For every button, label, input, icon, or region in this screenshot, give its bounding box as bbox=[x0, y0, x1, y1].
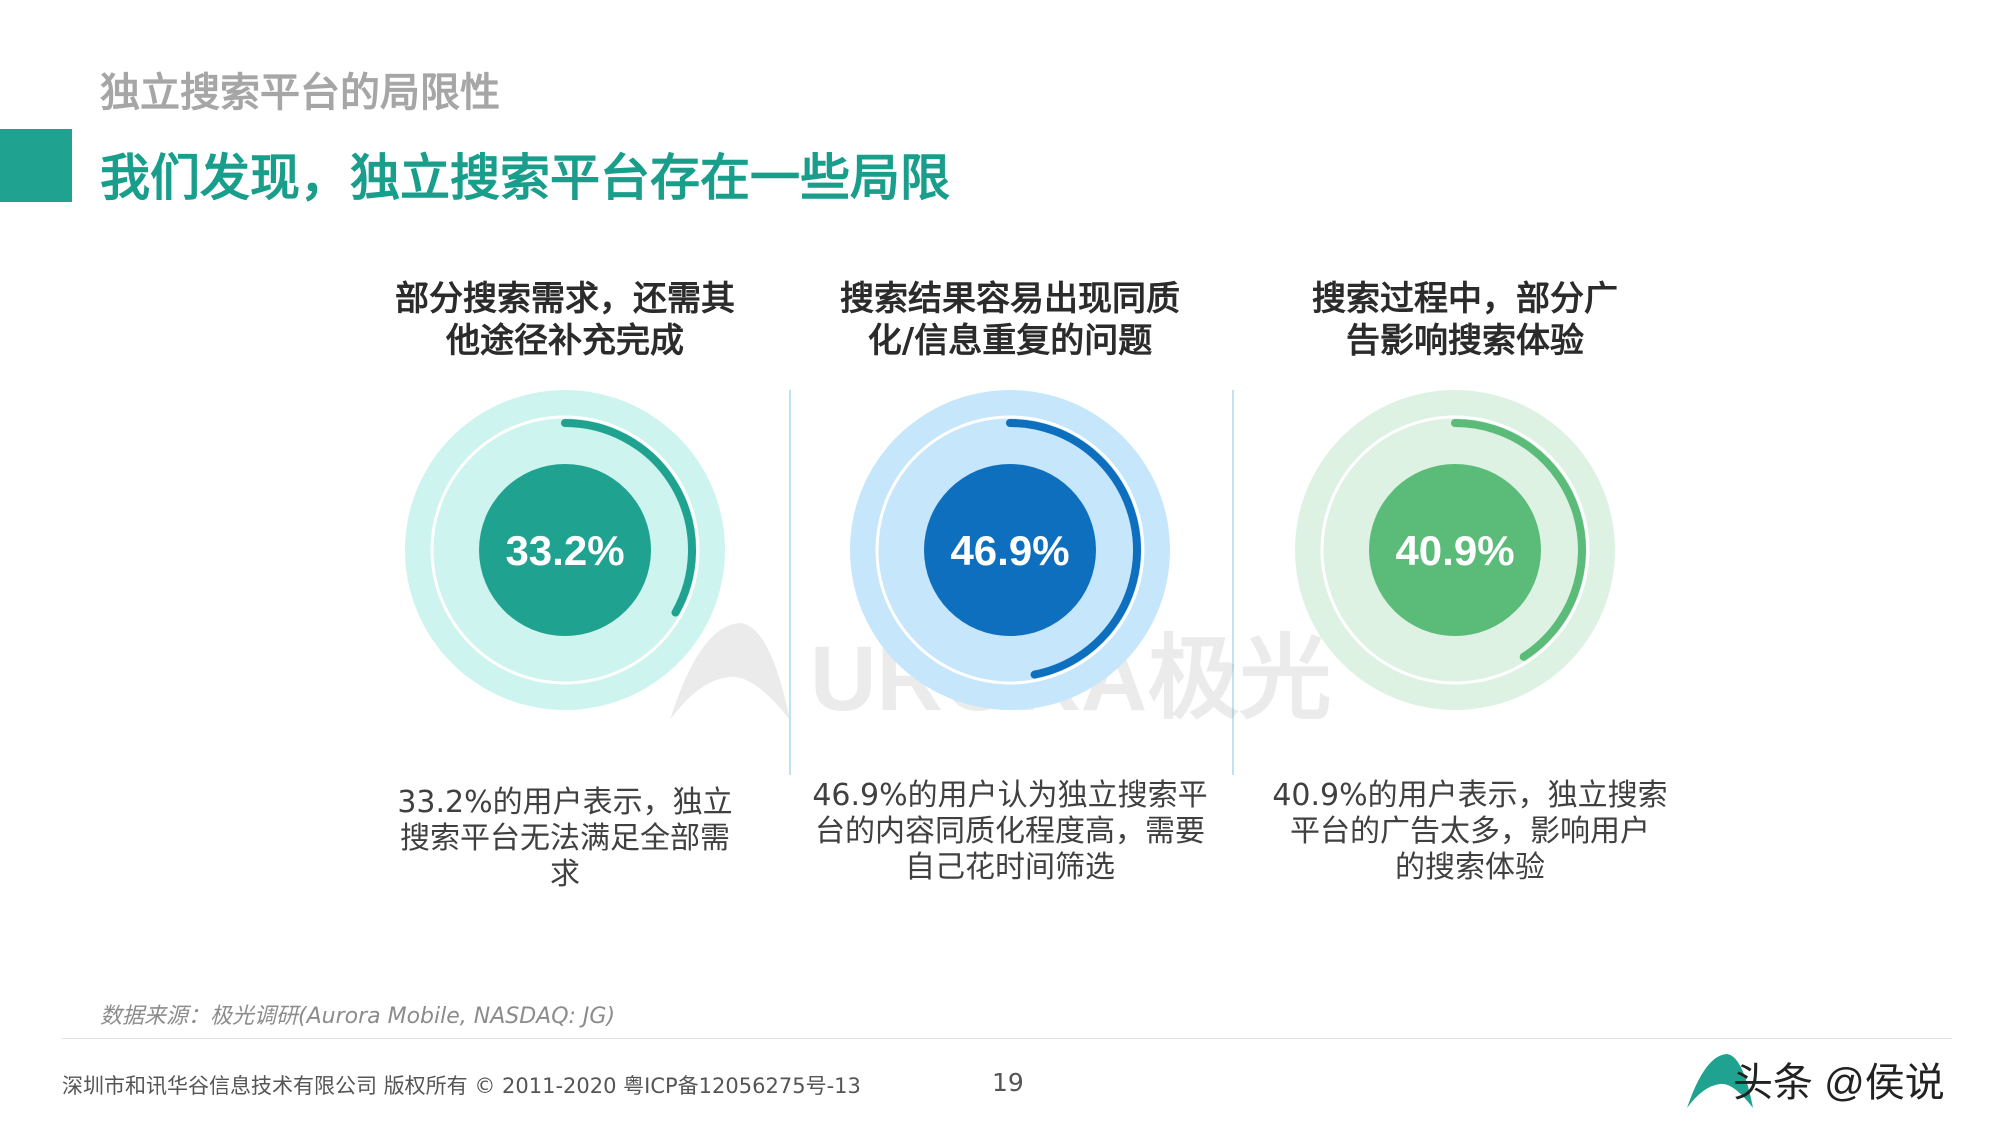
panel-heading-3-line2: 告影响搜索体验 bbox=[1346, 321, 1584, 361]
donut-track-ring bbox=[875, 415, 1145, 685]
panel-description-1-line2: 搜索平台无法满足全部需 bbox=[400, 821, 730, 856]
panel-description-1-line3: 求 bbox=[550, 857, 580, 892]
panel-heading-1-line1: 部分搜索需求，还需其 bbox=[395, 279, 735, 319]
panel-heading-1: 部分搜索需求，还需其 他途径补充完成 bbox=[355, 278, 775, 362]
panel-description-2-line3: 自己花时间筛选 bbox=[905, 850, 1115, 885]
panel-heading-1-line2: 他途径补充完成 bbox=[446, 321, 684, 361]
panel-description-1-line1: 33.2%的用户表示，独立 bbox=[397, 785, 733, 820]
panel-divider-2 bbox=[1232, 390, 1234, 775]
panel-description-2-line2: 台的内容同质化程度高，需要 bbox=[815, 814, 1205, 849]
slide-title: 我们发现，独立搜索平台存在一些局限 bbox=[100, 149, 950, 207]
copyright-text: 深圳市和讯华谷信息技术有限公司 版权所有 © 2011-2020 粤ICP备12… bbox=[62, 1074, 861, 1098]
donut-value-label: 46.9% bbox=[950, 527, 1069, 574]
donut-value-arc bbox=[1451, 419, 1586, 661]
panel-description-1: 33.2%的用户表示，独立 搜索平台无法满足全部需 求 bbox=[365, 785, 765, 893]
donut-center-circle bbox=[924, 464, 1096, 636]
panel-heading-2-line1: 搜索结果容易出现同质 bbox=[840, 279, 1180, 319]
panel-heading-2: 搜索结果容易出现同质 化/信息重复的问题 bbox=[800, 278, 1220, 362]
panel-description-2: 46.9%的用户认为独立搜索平 台的内容同质化程度高，需要 自己花时间筛选 bbox=[810, 778, 1210, 886]
panel-heading-3-line1: 搜索过程中，部分广 bbox=[1312, 279, 1618, 319]
aurora-logo-icon bbox=[670, 623, 790, 720]
donut-chart-3: 40.9% bbox=[1295, 390, 1615, 710]
footer-divider bbox=[62, 1038, 1952, 1039]
title-accent-bar bbox=[0, 129, 72, 202]
brand-logo: 头条 @侯说 bbox=[1687, 1054, 1945, 1108]
donut-track-ring bbox=[430, 415, 700, 685]
donut-chart-2: 46.9% bbox=[850, 390, 1170, 710]
page-number: 19 bbox=[992, 1068, 1024, 1097]
donut-chart-1: 33.2% bbox=[405, 390, 725, 710]
donut-value-arc bbox=[561, 419, 696, 617]
panel-description-3-line1: 40.9%的用户表示，独立搜索 bbox=[1272, 778, 1668, 813]
section-label: 独立搜索平台的局限性 bbox=[100, 70, 500, 116]
panel-description-2-line1: 46.9%的用户认为独立搜索平 bbox=[812, 778, 1208, 813]
panel-divider-1 bbox=[789, 390, 791, 775]
brand-logo-text: 头条 @侯说 bbox=[1733, 1061, 1945, 1105]
donut-center-circle bbox=[1369, 464, 1541, 636]
donut-track-ring bbox=[1320, 415, 1590, 685]
donut-value-label: 33.2% bbox=[505, 527, 624, 574]
donut-value-label: 40.9% bbox=[1395, 527, 1514, 574]
donut-center-circle bbox=[479, 464, 651, 636]
panel-heading-2-line2: 化/信息重复的问题 bbox=[867, 321, 1153, 361]
panel-description-3-line3: 的搜索体验 bbox=[1395, 850, 1545, 885]
panel-description-3: 40.9%的用户表示，独立搜索 平台的广告太多，影响用户 的搜索体验 bbox=[1270, 778, 1670, 886]
panel-description-3-line2: 平台的广告太多，影响用户 bbox=[1290, 814, 1650, 849]
panel-heading-3: 搜索过程中，部分广 告影响搜索体验 bbox=[1255, 278, 1675, 362]
donut-value-arc bbox=[1006, 419, 1141, 679]
data-source-note: 数据来源：极光调研(Aurora Mobile, NASDAQ: JG) bbox=[100, 1004, 616, 1029]
aurora-logo-icon-small bbox=[1687, 1054, 1753, 1108]
